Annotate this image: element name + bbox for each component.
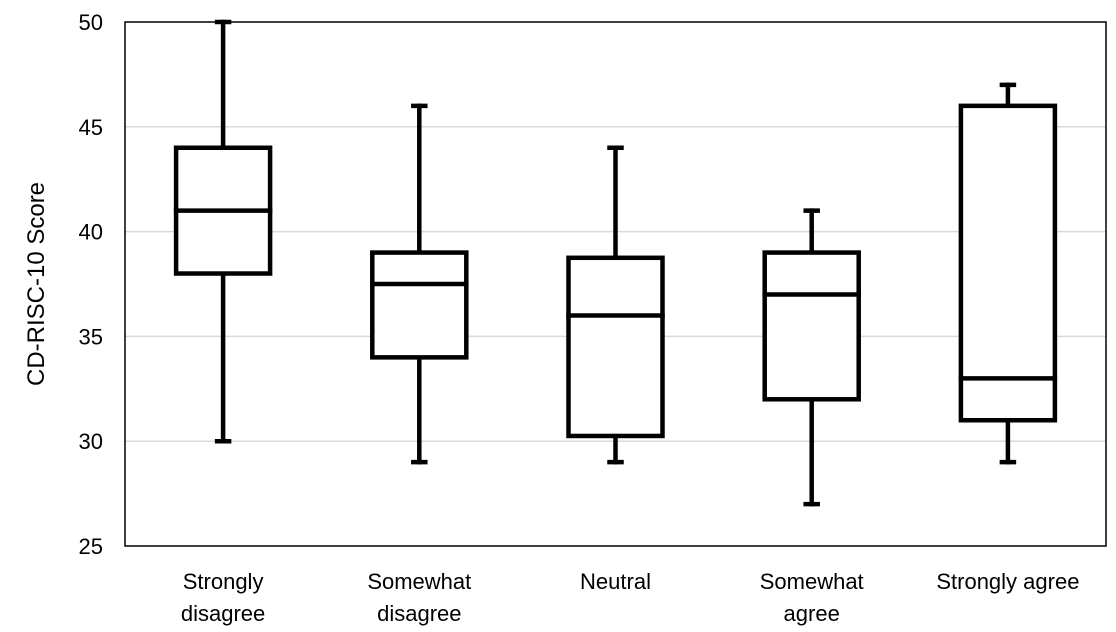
y-tick-label: 30 [79, 429, 103, 454]
x-tick-label-line: agree [784, 601, 840, 626]
y-tick-label: 45 [79, 115, 103, 140]
x-tick-label-line: Somewhat [760, 569, 864, 594]
box-plot-4 [762, 208, 861, 507]
x-tick-label: Strongly agree [936, 569, 1079, 594]
y-tick-label: 25 [79, 534, 103, 559]
x-tick-label-line: disagree [377, 601, 461, 626]
x-axis-category-labels: Strongly disagree Somewhat disagree Neutral S… [181, 569, 1080, 626]
y-axis-ticks: 25 30 35 40 45 50 [79, 10, 103, 559]
box-plot-3 [566, 145, 665, 465]
x-tick-label-line: Strongly [183, 569, 264, 594]
y-axis-title: CD-RISC-10 Score [23, 182, 50, 386]
x-tick-label-line: Strongly agree [936, 569, 1079, 594]
box-plot-5 [958, 82, 1058, 465]
box-plots [173, 19, 1058, 507]
y-tick-label: 40 [79, 220, 103, 245]
y-tick-label: 35 [79, 324, 103, 349]
box-plot-2 [370, 103, 469, 465]
x-tick-label: Somewhat disagree [367, 569, 471, 626]
interquartile-box [370, 250, 469, 360]
interquartile-box [762, 250, 861, 402]
x-tick-label: Somewhat agree [760, 569, 864, 626]
x-tick-label: Strongly disagree [181, 569, 265, 626]
interquartile-box [958, 103, 1058, 423]
x-tick-label-line: Neutral [580, 569, 651, 594]
plot-area-frame [124, 21, 1107, 547]
y-tick-label: 50 [79, 10, 103, 35]
box-plot-1 [173, 19, 273, 444]
x-tick-label: Neutral [580, 569, 651, 594]
interquartile-box [566, 255, 665, 439]
x-tick-label-line: disagree [181, 601, 265, 626]
x-tick-label-line: Somewhat [367, 569, 471, 594]
